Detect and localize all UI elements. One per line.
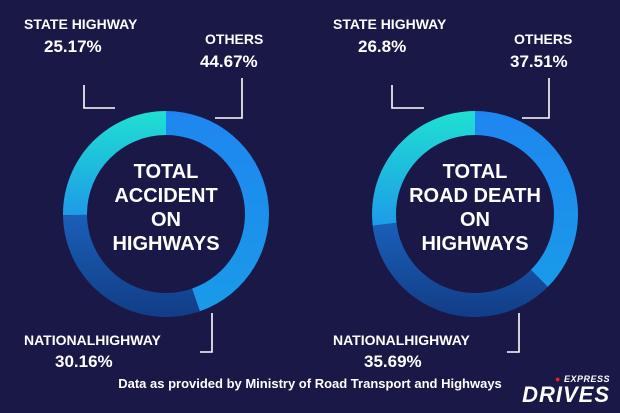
leader-state-highway — [83, 85, 115, 109]
value-state-highway: 26.8% — [358, 37, 406, 56]
slice-national-highway — [372, 222, 548, 317]
value-others: 37.51% — [510, 52, 568, 71]
center-line-2: ROAD DEATH — [409, 185, 541, 207]
center-line-1: TOTAL — [134, 161, 199, 183]
slice-national-highway — [63, 214, 200, 317]
label-others: OTHERS — [514, 31, 572, 47]
label-national-highway: NATIONALHIGHWAY — [333, 332, 471, 348]
express-drives-logo: ● EXPRESS DRIVES — [522, 375, 610, 406]
value-national-highway: 35.69% — [364, 352, 422, 371]
center-line-4: HIGHWAYS — [421, 233, 528, 255]
value-national-highway: 30.16% — [55, 352, 113, 371]
logo-top-text: EXPRESS — [563, 374, 610, 384]
source-note: Data as provided by Ministry of Road Tra… — [118, 376, 502, 391]
leader-others — [522, 78, 550, 119]
label-state-highway: STATE HIGHWAY — [24, 16, 138, 32]
label-others: OTHERS — [205, 31, 263, 47]
value-state-highway: 25.17% — [44, 37, 102, 56]
center-line-2: ACCIDENT — [114, 185, 217, 207]
center-line-3: ON — [460, 209, 490, 231]
label-state-highway: STATE HIGHWAY — [333, 16, 447, 32]
label-national-highway: NATIONALHIGHWAY — [24, 332, 162, 348]
slice-state-highway — [372, 110, 475, 226]
chart-1: STATE HIGHWAY 25.17% OTHERS 44.67% NATIO… — [24, 16, 270, 371]
leader-others — [215, 78, 243, 119]
leader-national-highway — [507, 313, 520, 353]
center-line-1: TOTAL — [443, 161, 508, 183]
slice-others — [166, 111, 270, 312]
leader-state-highway — [391, 85, 424, 109]
slice-others — [475, 111, 579, 287]
leader-national-highway — [200, 313, 213, 353]
value-others: 44.67% — [200, 52, 258, 71]
center-line-3: ON — [151, 209, 181, 231]
logo-dot-icon: ● — [555, 374, 561, 384]
logo-main-text: DRIVES — [522, 382, 610, 407]
center-line-4: HIGHWAYS — [112, 233, 219, 255]
chart-2: STATE HIGHWAY 26.8% OTHERS 37.51% NATION… — [333, 16, 579, 371]
slice-state-highway — [63, 111, 166, 216]
